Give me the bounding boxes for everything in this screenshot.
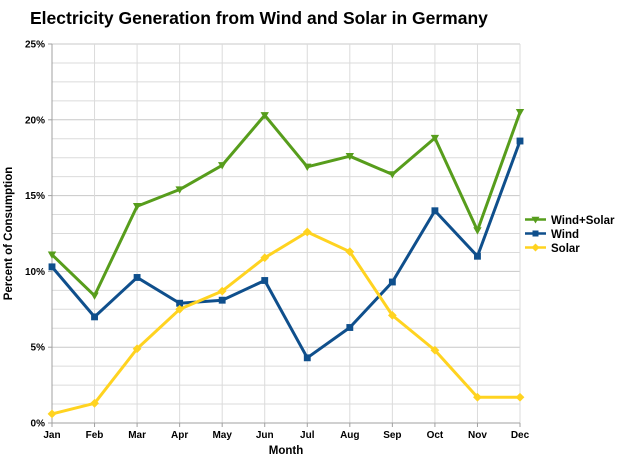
data-point-solar-1 xyxy=(90,398,99,408)
data-point-wind-0 xyxy=(48,263,56,271)
data-point-wind-9 xyxy=(431,207,439,215)
x-tick-label: Mar xyxy=(128,430,146,441)
x-tick-label: Jun xyxy=(256,430,274,441)
data-point-solar-10 xyxy=(473,392,482,402)
data-point-solar-7 xyxy=(345,247,355,257)
y-axis-title: Percent of Consumption xyxy=(3,167,15,301)
legend-label-wind-solar: Wind+Solar xyxy=(551,215,615,227)
data-point-wind-11 xyxy=(516,137,524,145)
legend-item-wind-solar: Wind+Solar xyxy=(524,214,614,228)
x-tick-label: May xyxy=(212,430,232,441)
x-tick-label: Sep xyxy=(383,430,401,441)
legend-marker-diamond-icon xyxy=(531,243,540,252)
chart-title: Electricity Generation from Wind and Sol… xyxy=(30,8,488,28)
x-tick-label: Aug xyxy=(340,430,359,441)
data-point-wind-solar-9 xyxy=(430,134,440,143)
data-point-wind-solar-11 xyxy=(515,109,525,117)
data-point-wind-solar-4 xyxy=(218,162,227,170)
series-line-solar xyxy=(50,230,522,416)
data-point-wind-7 xyxy=(346,324,354,331)
legend-swatch-svg xyxy=(525,243,546,252)
x-tick-label: Jan xyxy=(43,430,60,441)
y-tick-label: 10% xyxy=(25,267,45,278)
data-point-solar-4 xyxy=(217,286,227,296)
legend-item-solar: Solar xyxy=(524,242,614,256)
data-point-wind-solar-7 xyxy=(345,153,354,161)
data-point-wind-solar-5 xyxy=(260,112,269,120)
series-line-wind xyxy=(50,139,522,360)
x-axis-title: Month xyxy=(269,445,303,457)
legend-swatch-svg xyxy=(525,230,546,237)
y-tick-label: 15% xyxy=(25,191,45,202)
data-point-wind-solar-8 xyxy=(388,171,397,179)
data-point-wind-solar-1 xyxy=(90,292,99,300)
x-tick-label: Feb xyxy=(86,430,104,441)
data-point-wind-5 xyxy=(261,277,269,284)
data-point-solar-3 xyxy=(175,304,185,314)
data-point-solar-0 xyxy=(47,409,57,419)
data-point-solar-5 xyxy=(260,253,270,263)
legend-label-solar: Solar xyxy=(551,243,580,255)
data-point-wind-solar-6 xyxy=(303,163,312,171)
x-tick-label: Jul xyxy=(300,430,315,441)
x-tick-label: Dec xyxy=(511,430,530,441)
y-tick-label: 0% xyxy=(31,419,46,430)
data-point-wind-2 xyxy=(133,274,141,281)
legend: Wind+Solar Wind Solar xyxy=(524,214,614,256)
y-tick-label: 5% xyxy=(31,343,46,354)
y-tick-label: 25% xyxy=(25,40,45,51)
wind-line-icon xyxy=(524,226,547,244)
wind-solar-line-icon xyxy=(524,212,547,230)
data-point-wind-3 xyxy=(176,299,184,307)
data-point-wind-solar-10 xyxy=(473,227,482,235)
x-tick-label: Apr xyxy=(171,430,188,441)
data-point-wind-solar-3 xyxy=(175,186,184,194)
data-point-wind-4 xyxy=(218,296,226,304)
x-tick-label: Nov xyxy=(468,430,487,441)
x-tick-label: Oct xyxy=(427,430,444,441)
data-point-solar-2 xyxy=(132,344,142,354)
data-point-wind-8 xyxy=(388,278,396,286)
solar-line-icon xyxy=(524,240,547,258)
data-point-wind-solar-0 xyxy=(47,251,57,259)
data-point-solar-11 xyxy=(515,392,525,402)
legend-marker-triangle-down-icon xyxy=(531,216,540,224)
data-point-solar-8 xyxy=(387,310,397,320)
legend-label-wind: Wind xyxy=(551,229,579,241)
data-point-wind-1 xyxy=(91,313,98,321)
data-point-wind-10 xyxy=(474,252,481,260)
data-point-solar-9 xyxy=(430,345,440,355)
data-point-wind-solar-2 xyxy=(132,203,142,211)
data-point-solar-6 xyxy=(302,227,312,237)
y-tick-label: 20% xyxy=(25,115,45,126)
legend-swatch-svg xyxy=(525,216,546,224)
data-point-wind-6 xyxy=(303,354,311,362)
legend-marker-square-icon xyxy=(532,230,539,237)
legend-item-wind: Wind xyxy=(524,228,614,242)
series-line-wind-solar xyxy=(50,110,522,298)
